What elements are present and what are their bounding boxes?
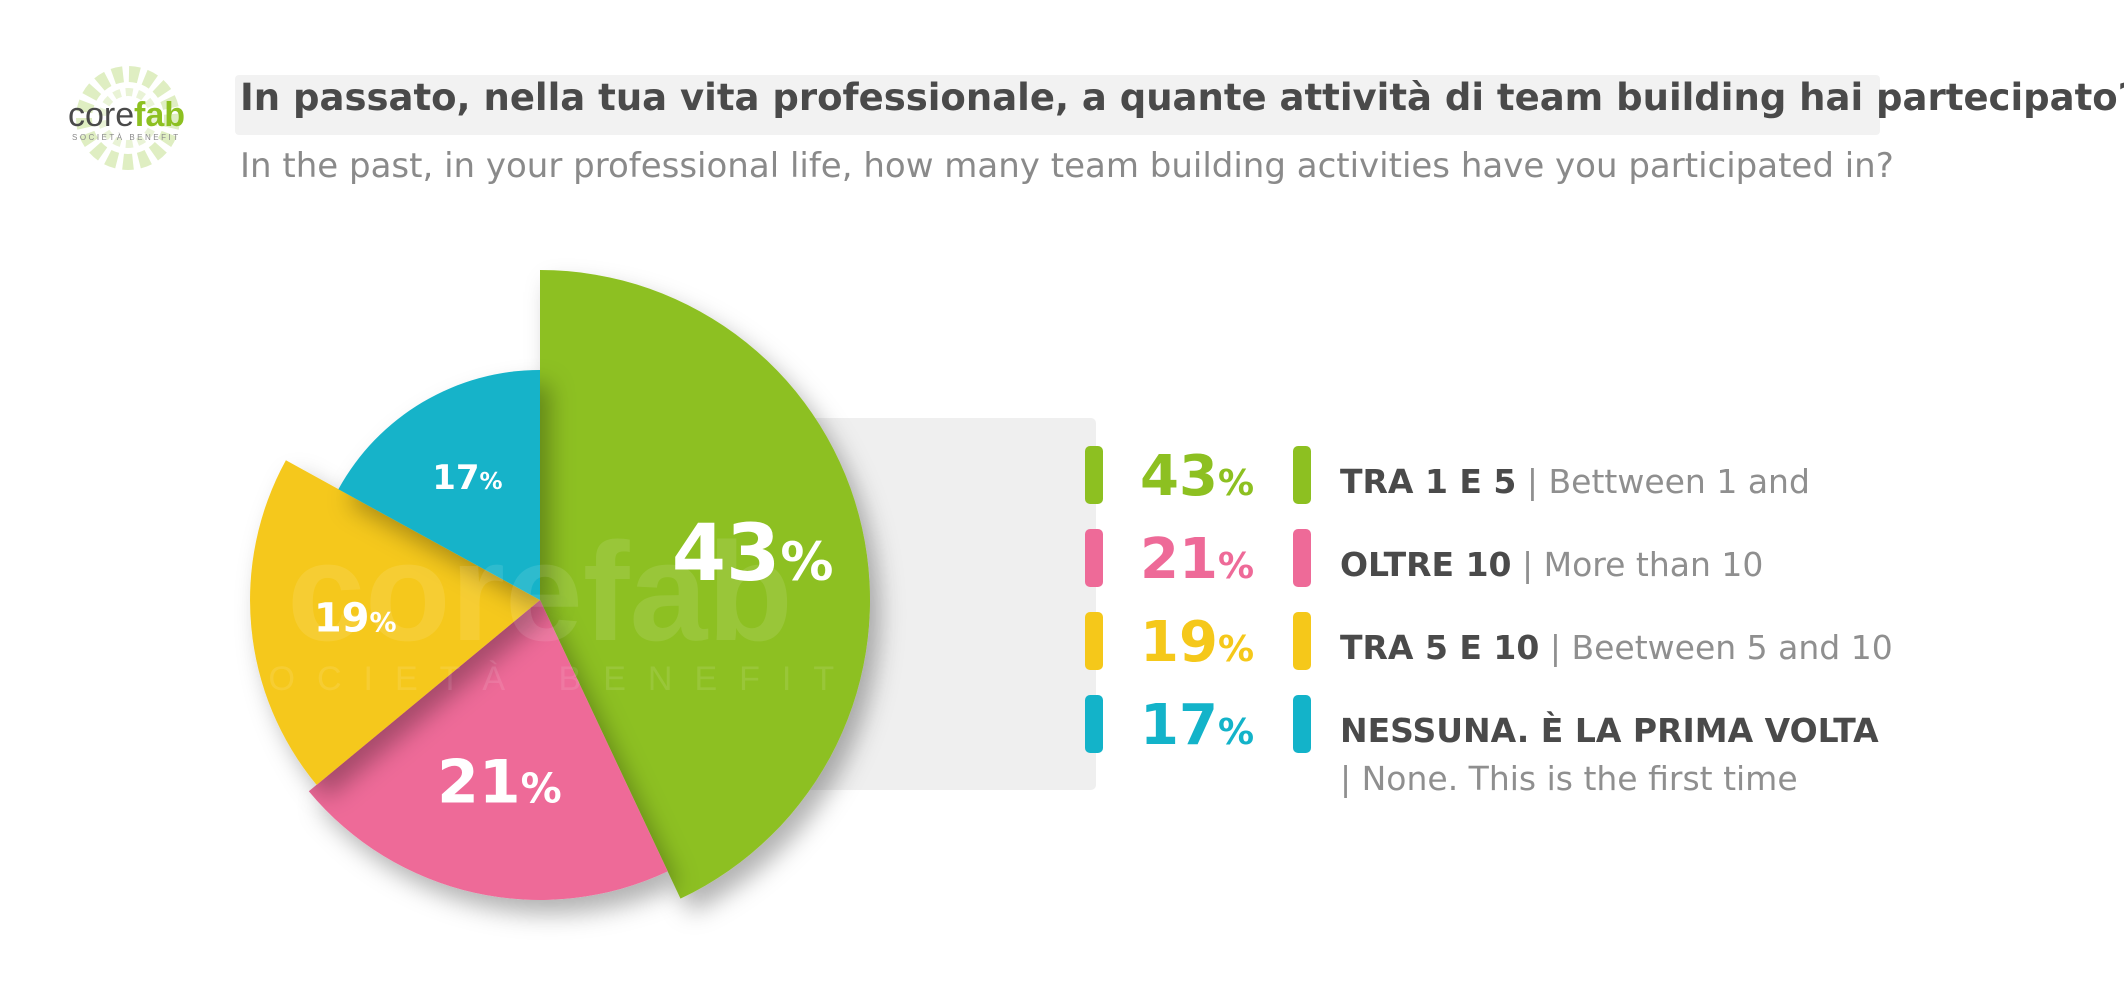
logo-core-text: core — [68, 96, 134, 134]
gear-icon — [76, 66, 180, 170]
legend-label: TRA 5 E 10 | Beetween 5 and 10 — [1340, 628, 1893, 667]
pie-slices — [250, 270, 871, 900]
legend-item: 19% TRA 5 E 10 | Beetween 5 and 10 — [1085, 606, 2105, 689]
pie-slice-labels: 43% 21% 19% 17% — [314, 458, 834, 817]
chart-title: In passato, nella tua vita professionale… — [240, 76, 2124, 119]
watermark-tagline: SOCIETÀ BENEFIT — [224, 660, 856, 698]
legend-label: TRA 1 E 5 | Bettween 1 and — [1340, 462, 1810, 501]
title-highlight — [235, 75, 1880, 135]
legend-percent: 43% — [1140, 444, 1255, 509]
pie-slice-label: 19% — [314, 596, 397, 642]
pie-slice-label: 21% — [437, 748, 562, 818]
legend-color-bar — [1085, 446, 1103, 504]
legend-color-bar — [1085, 529, 1103, 587]
legend-color-bar — [1085, 612, 1103, 670]
watermark-text: corefab — [287, 513, 793, 670]
pie-slice-label: 17% — [432, 458, 502, 498]
legend-percent: 21% — [1140, 527, 1255, 592]
legend-percent: 19% — [1140, 610, 1255, 675]
logo-fab-text: fab — [134, 96, 185, 134]
legend-label: NESSUNA. È LA PRIMA VOLTA | None. This is… — [1340, 711, 1879, 798]
legend-color-bar — [1293, 612, 1311, 670]
chart-subtitle: In the past, in your professional life, … — [240, 146, 1894, 186]
watermark: corefab SOCIETÀ BENEFIT — [224, 513, 856, 698]
legend-color-bar — [1085, 695, 1103, 753]
legend-color-bar — [1293, 529, 1311, 587]
legend-color-bar — [1293, 695, 1311, 753]
legend: 43% TRA 1 E 5 | Bettween 1 and 21% OLTRE… — [1085, 440, 2105, 809]
corefab-logo: core fab SOCIETÀ BENEFIT — [68, 66, 185, 170]
legend-label: OLTRE 10 | More than 10 — [1340, 545, 1764, 584]
pie-slice — [338, 369, 540, 600]
legend-item: 17% NESSUNA. È LA PRIMA VOLTA | None. Thi… — [1085, 689, 2105, 809]
legend-percent: 17% — [1140, 693, 1255, 758]
legend-item: 43% TRA 1 E 5 | Bettween 1 and — [1085, 440, 2105, 523]
legend-color-bar — [1293, 446, 1311, 504]
pie-slice — [250, 460, 540, 785]
pie-slice — [308, 600, 668, 900]
pie-slice-label: 43% — [672, 509, 834, 599]
logo-tagline: SOCIETÀ BENEFIT — [72, 133, 181, 142]
pie-slice — [540, 270, 871, 899]
legend-item: 21% OLTRE 10 | More than 10 — [1085, 523, 2105, 606]
